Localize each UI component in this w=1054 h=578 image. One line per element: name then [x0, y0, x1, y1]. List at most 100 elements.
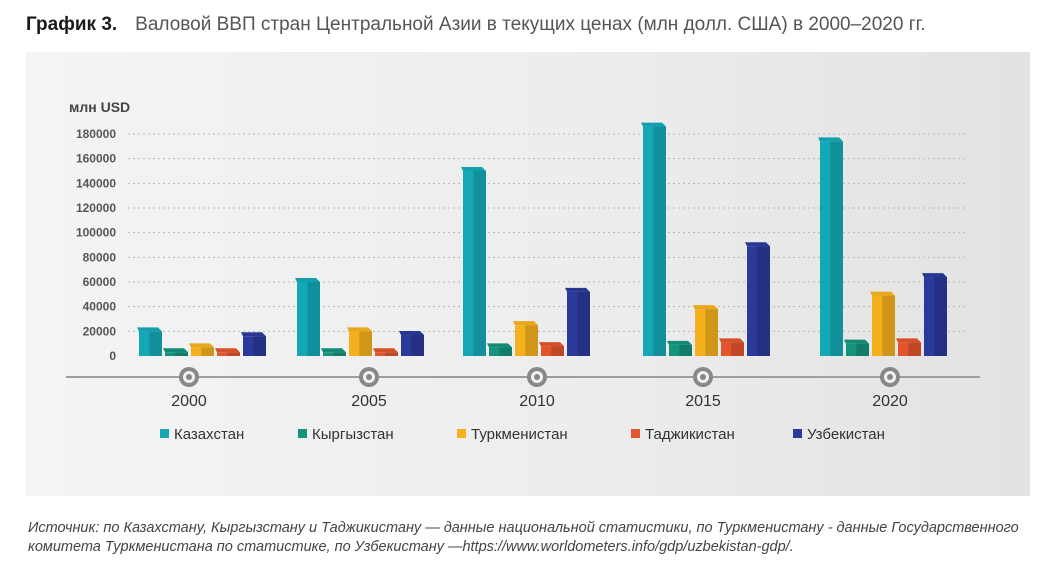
- y-tick-label: 120000: [76, 201, 116, 215]
- bar-top: [870, 291, 895, 296]
- bar: [745, 242, 770, 356]
- y-tick-label: 140000: [76, 176, 116, 190]
- bar-side-shade: [333, 352, 346, 356]
- bar-side-shade: [731, 342, 744, 356]
- bar: [844, 339, 869, 356]
- chart-title-text: Валовой ВВП стран Центральной Азии в тек…: [135, 14, 926, 35]
- bar: [137, 327, 162, 356]
- bar: [215, 348, 240, 356]
- axis-marker-dot: [534, 374, 540, 380]
- bar-top: [641, 122, 666, 127]
- bar-top: [565, 287, 590, 292]
- bar-side-shade: [830, 141, 843, 356]
- legend-label: Туркменистан: [471, 426, 568, 443]
- bar: [461, 167, 486, 356]
- bar-top: [539, 342, 564, 347]
- bar-side-shade: [705, 309, 718, 356]
- bar-top: [163, 348, 188, 353]
- bar: [922, 273, 947, 356]
- x-tick-label: 2020: [872, 393, 908, 410]
- y-tick-label: 100000: [76, 226, 116, 240]
- bar-side-shade: [307, 282, 320, 356]
- x-tick-label: 2005: [351, 393, 387, 410]
- bar: [693, 305, 718, 356]
- y-tick-label: 180000: [76, 127, 116, 141]
- chart-figure-label: График 3.: [26, 14, 118, 35]
- bar-top: [487, 343, 512, 348]
- bar-top: [137, 327, 162, 332]
- bar: [565, 287, 590, 356]
- bar-top: [818, 137, 843, 142]
- bar-top: [241, 332, 266, 337]
- bar-top: [896, 338, 921, 343]
- y-tick-label: 160000: [76, 152, 116, 166]
- bar-top: [844, 339, 869, 344]
- y-tick-label: 20000: [83, 324, 117, 338]
- bar-top: [189, 343, 214, 348]
- bar: [189, 343, 214, 356]
- bar-side-shade: [201, 347, 214, 356]
- bar-top: [667, 340, 692, 345]
- bar-side-shade: [757, 246, 770, 356]
- bar-side-shade: [653, 126, 666, 356]
- bar: [487, 343, 512, 356]
- bar-side-shade: [227, 352, 240, 356]
- bar: [818, 137, 843, 356]
- legend-swatch: [298, 429, 307, 438]
- bar-top: [295, 278, 320, 282]
- bar-side-shade: [473, 171, 486, 356]
- bar-top: [745, 242, 770, 247]
- bar-top: [215, 348, 240, 353]
- bar-side-shade: [908, 342, 921, 356]
- bar-top: [399, 331, 424, 336]
- chart-title: График 3. Валовой ВВП стран Центральной А…: [26, 14, 926, 36]
- bar-side-shade: [551, 346, 564, 356]
- x-tick-label: 2010: [519, 393, 555, 410]
- bar-side-shade: [856, 343, 869, 356]
- bar: [241, 332, 266, 356]
- y-axis-label: млн USD: [69, 99, 130, 115]
- bar: [641, 122, 666, 356]
- chart-panel: [26, 52, 1030, 496]
- y-tick-label: 60000: [83, 275, 117, 289]
- bar-top: [513, 321, 538, 326]
- bar: [539, 342, 564, 356]
- bar-side-shade: [882, 295, 895, 356]
- axis-marker-dot: [887, 374, 893, 380]
- bar: [347, 327, 372, 356]
- bar: [667, 340, 692, 356]
- legend-label: Узбекистан: [807, 426, 885, 443]
- bar: [295, 278, 320, 356]
- bar: [321, 348, 346, 356]
- legend-swatch: [457, 429, 466, 438]
- bar: [896, 338, 921, 356]
- bar: [399, 331, 424, 356]
- legend-label: Кыргызстан: [312, 426, 394, 443]
- bar-side-shade: [934, 277, 947, 356]
- legend-swatch: [793, 429, 802, 438]
- y-tick-label: 0: [109, 349, 116, 363]
- source-note: Источник: по Казахстану, Кыргызстану и Т…: [28, 520, 1019, 555]
- y-tick-label: 40000: [83, 300, 117, 314]
- bar-side-shade: [253, 336, 266, 356]
- bar: [163, 348, 188, 356]
- bar-top: [693, 305, 718, 310]
- axis-marker-dot: [186, 374, 192, 380]
- bar-top: [461, 167, 486, 171]
- bar: [870, 291, 895, 356]
- bar-side-shade: [175, 352, 188, 356]
- bar-top: [347, 327, 372, 332]
- bar-side-shade: [577, 291, 590, 356]
- bar-top: [373, 348, 398, 353]
- bar-top: [922, 273, 947, 278]
- x-tick-label: 2015: [685, 393, 721, 410]
- legend-label: Казахстан: [174, 426, 244, 443]
- legend-swatch: [160, 429, 169, 438]
- bar-side-shade: [359, 331, 372, 356]
- bar-side-shade: [525, 325, 538, 356]
- bar-side-shade: [385, 352, 398, 356]
- bar-top: [719, 338, 744, 343]
- bar-side-shade: [499, 347, 512, 356]
- bar-side-shade: [149, 331, 162, 356]
